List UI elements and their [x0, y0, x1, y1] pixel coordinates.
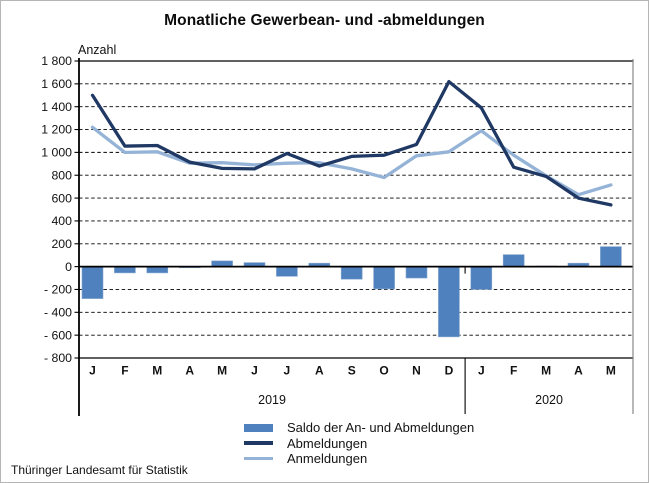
anmeldungen-line-swatch-icon — [244, 456, 273, 461]
saldo-bar — [438, 266, 460, 338]
y-tick-label: - 800 — [44, 351, 72, 365]
saldo-bar — [146, 266, 169, 274]
saldo-bar — [470, 266, 493, 290]
legend-label-anmeldungen: Anmeldungen — [287, 450, 368, 466]
month-label: A — [574, 364, 583, 378]
y-axis-ticks: 1 800 1 600 1 400 1 200 1 000 800 600 400 200 0 - … — [41, 54, 79, 365]
axes — [78, 58, 634, 416]
legend: Saldo der An- und Abmeldungen Abmeldunge… — [244, 420, 474, 466]
month-label: A — [315, 364, 324, 378]
saldo-bar — [114, 266, 136, 274]
y-tick-label: 1 800 — [41, 54, 72, 68]
chart-plot-area: 1 800 1 600 1 400 1 200 1 000 800 600 400 200 0 - … — [41, 54, 634, 416]
legend-item-anmeldungen: Anmeldungen — [244, 451, 474, 466]
month-label: F — [510, 364, 517, 378]
y-tick-label: 1 000 — [41, 146, 72, 160]
legend-item-saldo: Saldo der An- und Abmeldungen — [244, 420, 474, 435]
y-tick-label: 600 — [51, 191, 72, 205]
saldo-bar — [81, 266, 104, 299]
gridlines — [79, 83, 633, 336]
y-tick-label: 1 600 — [41, 77, 72, 91]
year-label: 2020 — [535, 393, 563, 407]
y-tick-label: - 400 — [44, 306, 72, 320]
source-attribution: Thüringer Landesamt für Statistik — [11, 463, 188, 477]
saldo-bars — [81, 246, 622, 338]
saldo-bar — [373, 266, 395, 290]
y-tick-label: 1 400 — [41, 100, 72, 114]
month-label: J — [284, 364, 291, 378]
saldo-bar — [502, 254, 525, 267]
month-label: M — [152, 364, 162, 378]
year-label: 2019 — [258, 393, 286, 407]
saldo-bar — [340, 266, 363, 280]
abmeldungen-line-swatch-icon — [244, 441, 273, 445]
month-label: J — [251, 364, 258, 378]
legend-label-abmeldungen: Abmeldungen — [287, 435, 368, 451]
legend-label-saldo: Saldo der An- und Abmeldungen — [287, 420, 475, 436]
y-tick-label: 0 — [65, 260, 72, 274]
month-label: F — [121, 364, 128, 378]
month-label: S — [348, 364, 356, 378]
saldo-bar — [405, 266, 428, 279]
y-tick-label: 400 — [51, 214, 72, 228]
saldo-bar-swatch-icon — [244, 423, 273, 432]
y-tick-label: - 600 — [44, 328, 72, 342]
year-labels: 2019 2020 — [258, 393, 563, 407]
month-label: M — [541, 364, 551, 378]
month-label: J — [89, 364, 96, 378]
saldo-bar — [600, 246, 622, 267]
month-label: D — [445, 364, 454, 378]
y-tick-label: 800 — [51, 168, 72, 182]
y-tick-label: 1 200 — [41, 123, 72, 137]
month-label: M — [217, 364, 227, 378]
y-axis-unit-label: Anzahl — [78, 43, 117, 57]
y-tick-label: 200 — [51, 237, 72, 251]
month-label: O — [379, 364, 388, 378]
month-label: A — [185, 364, 194, 378]
saldo-bar — [276, 266, 298, 277]
y-tick-label: - 200 — [44, 283, 72, 297]
legend-item-abmeldungen: Abmeldungen — [244, 435, 474, 451]
month-label: N — [412, 364, 421, 378]
month-label: J — [478, 364, 485, 378]
chart-title: Monatliche Gewerbean- und -abmeldungen — [164, 12, 485, 29]
month-label: M — [606, 364, 616, 378]
anmeldungen-line — [90, 125, 613, 197]
abmeldungen-line — [90, 79, 613, 207]
